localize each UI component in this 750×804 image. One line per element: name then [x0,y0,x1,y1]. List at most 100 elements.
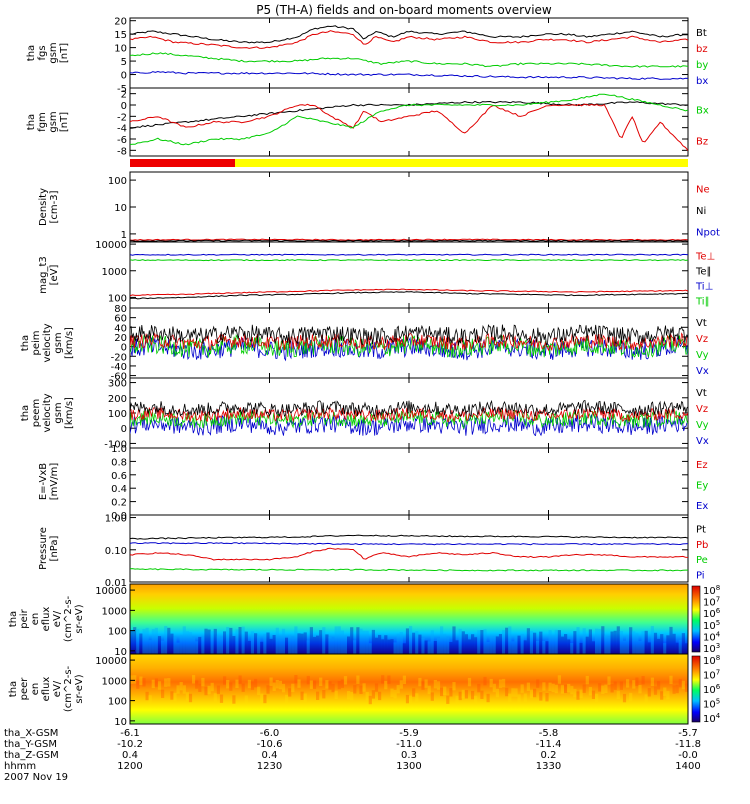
legend-Te∥: Te∥ [695,267,712,278]
legend-Vz: Vz [696,404,708,415]
heatmap-cell [405,628,410,654]
legend-Npot: Npot [696,227,720,238]
y-tick-label: 0.0 [111,511,127,522]
heatmap-cell [316,691,320,700]
heatmap-cell [343,676,348,685]
heatmap-cell [148,695,152,704]
heatmap-cell [681,680,685,690]
x-axis-value: -10.6 [257,739,283,750]
y-axis-label: en [30,613,41,626]
heatmap-cell [418,634,422,654]
heatmap-cell [288,688,292,697]
heatmap-cell [219,637,224,654]
heatmap-cell [548,630,552,654]
series-line-Pe [130,568,688,572]
legend-Bz: Bz [696,137,708,148]
heatmap-cell [161,689,165,698]
y-tick-label: 80 [114,304,127,315]
heatmap-cell [247,679,251,689]
heatmap-cell [337,680,341,690]
heatmap-cell [210,631,214,654]
colorbar-tick-label: 106 [703,607,721,620]
y-axis-label: gsm [48,111,59,132]
heatmap-cell [312,636,317,654]
heatmap-cell [399,680,403,689]
heatmap-cell [154,678,158,687]
heatmap-cell [294,626,298,654]
heatmap-cell [480,630,484,654]
pressure-series [130,534,688,572]
heatmap-cell [195,680,199,689]
heatmap-cell [579,689,583,698]
series-line-Vt [130,324,688,346]
heatmap-cell [573,631,577,654]
temp-frame [129,241,689,309]
colorbar-tick-label: 107 [703,596,720,609]
y-axis-label: tha [8,681,19,697]
colorbar-tick-label: 104 [703,630,721,643]
heatmap-cell [272,635,276,654]
legend-Ez: Ez [696,460,708,471]
heatmap-cell [663,643,667,654]
heatmap-cell [269,638,273,654]
legend-Ey: Ey [696,481,708,492]
heatmap-cell [136,680,140,689]
y-axis-label: velocity [42,393,53,432]
x-axis-value: -5.7 [678,728,698,739]
heatmap-cell [672,633,676,654]
heatmap-cell [393,689,397,699]
series-line-Ti∥ [130,259,688,262]
heatmap-cell [430,692,434,701]
y-tick-label: 10000 [95,656,127,667]
heatmap-cell [638,641,642,654]
heatmap-cell [269,677,273,686]
heatmap-cell [226,680,230,689]
peer_spec-heatmap [130,654,688,724]
exb-frame [129,447,689,516]
series-line-Pb [130,547,688,561]
y-axis-label: gsm [53,332,64,353]
heatmap-cell [629,692,633,702]
series-line-Vy [130,409,688,430]
series-line-bz [130,30,688,49]
heatmap-cell [381,639,385,654]
x-axis-row-label: tha_X-GSM [4,728,58,739]
heatmap-cell [164,678,168,687]
heatmap-cell [467,639,472,654]
heatmap-cell [557,675,561,684]
legend-Pb: Pb [696,540,708,551]
heatmap-cell [263,633,267,654]
y-axis-label: eflux [41,607,52,632]
heatmap-cell [567,683,571,693]
heatmap-cell [542,682,546,691]
heatmap-cell [219,694,224,703]
heatmap-cell [430,630,434,654]
y-axis-label: [nPa] [49,535,60,561]
heatmap-cell [300,691,304,700]
heatmap-cell [452,682,456,691]
heatmap-cell [204,628,208,654]
panel-temp: 10000 1000 100 mag_t3 [eV] Te⊥ Te∥ Ti⊥ Ti∥ [38,240,715,309]
heatmap-cell [415,631,419,654]
x-axis-value: -6.0 [260,728,280,739]
heatmap-cell [207,685,211,695]
heatmap-cell [598,683,602,692]
heatmap-cell [161,640,165,654]
heatmap-cell [471,690,475,700]
heatmap-cell [384,635,388,654]
heatmap-cell [523,693,527,702]
heatmap-cell [306,675,310,685]
heatmap-cell [331,638,335,654]
heatmap-cell [455,695,459,705]
heatmap-cell [464,690,468,699]
heatmap-cell [610,684,614,693]
heatmap-cell [229,682,233,691]
y-tick-label: -4 [117,124,127,135]
heatmap-cell [232,636,236,654]
heatmap-cell [638,685,642,694]
heatmap-cell [582,684,586,693]
y-axis-label: [cm-3] [49,190,60,223]
heatmap-cell [616,626,620,654]
heatmap-cell [359,685,363,694]
